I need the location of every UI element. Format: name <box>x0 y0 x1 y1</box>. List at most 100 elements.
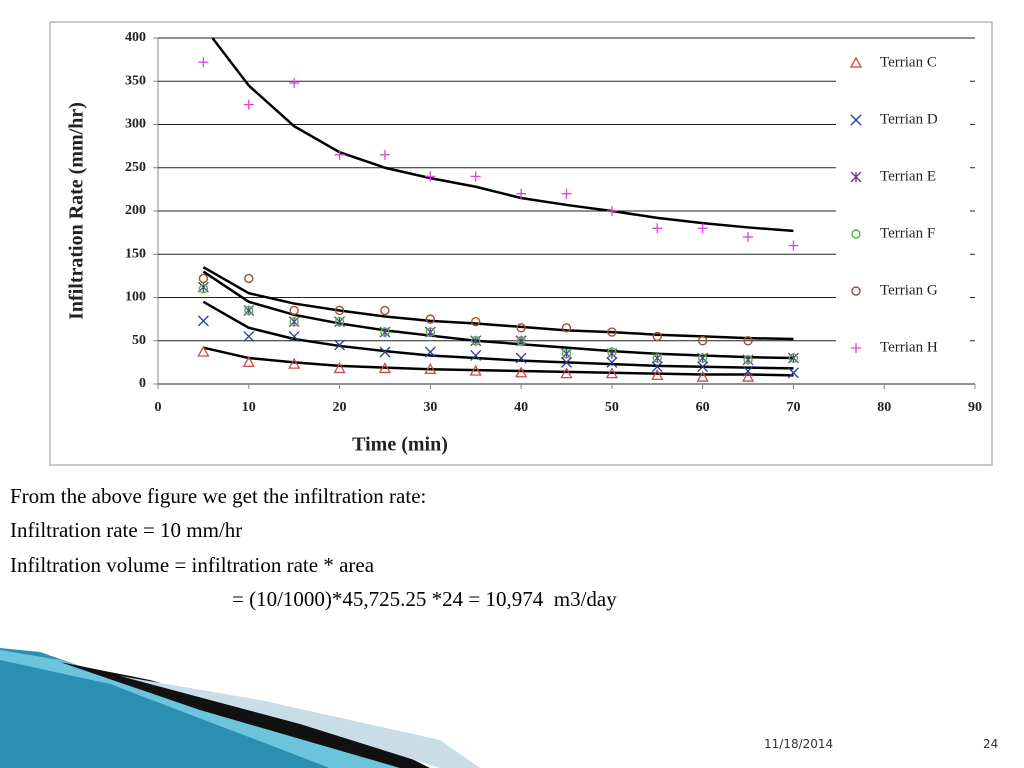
marker <box>849 56 863 68</box>
marker <box>288 357 301 369</box>
marker <box>561 188 572 199</box>
marker-shape <box>289 305 299 316</box>
marker <box>289 317 299 327</box>
body-line: Infiltration volume = infiltration rate … <box>10 553 375 577</box>
marker <box>607 347 617 357</box>
marker <box>334 317 345 327</box>
marker <box>741 370 755 382</box>
y-tick-label: 400 <box>125 30 146 45</box>
y-tick-label: 300 <box>125 117 146 132</box>
body-line: Infiltration rate = 10 mm/hr <box>10 518 243 542</box>
marker <box>697 353 708 363</box>
marker-stroke <box>606 356 618 368</box>
marker <box>652 223 663 234</box>
marker <box>242 356 255 368</box>
marker <box>652 331 662 342</box>
marker <box>470 171 481 182</box>
marker <box>606 356 618 368</box>
fit-curve <box>211 37 794 233</box>
marker <box>851 343 861 353</box>
x-tick-label: 90 <box>968 400 982 415</box>
marker-shape <box>425 314 436 324</box>
marker <box>742 365 754 377</box>
x-tick-label: 80 <box>877 400 891 415</box>
x-tick-label: 0 <box>155 400 162 415</box>
marker <box>515 352 527 364</box>
legend-label: Terrian H <box>880 339 938 355</box>
marker <box>605 367 618 379</box>
marker <box>424 346 436 358</box>
marker <box>334 305 345 316</box>
legend-label: Terrian G <box>880 282 938 298</box>
marker-shape <box>380 305 390 316</box>
marker-shape <box>697 336 708 346</box>
marker-stroke <box>787 367 799 379</box>
marker-shape <box>560 367 573 379</box>
marker <box>651 369 664 381</box>
marker <box>651 361 663 373</box>
marker <box>198 284 209 294</box>
fit-curve <box>203 346 794 377</box>
marker <box>850 171 862 183</box>
marker <box>516 336 526 346</box>
marker-stroke <box>850 114 862 126</box>
marker <box>697 361 709 373</box>
marker-shape <box>697 353 708 363</box>
marker <box>561 323 572 333</box>
marker <box>561 356 572 368</box>
legend-label: Terrian F <box>880 225 935 241</box>
marker <box>334 149 345 160</box>
marker <box>696 370 709 382</box>
marker-stroke <box>515 352 527 364</box>
marker-stroke <box>697 361 709 373</box>
marker-shape <box>788 353 799 363</box>
marker <box>379 149 390 160</box>
figure-frame <box>49 21 993 466</box>
marker-stroke <box>243 330 255 342</box>
legend-box <box>836 44 970 366</box>
marker <box>697 336 708 346</box>
x-tick-label: 40 <box>514 400 528 415</box>
marker-shape <box>288 357 301 369</box>
marker <box>560 367 573 379</box>
fit-curve <box>202 300 794 370</box>
marker <box>788 353 799 363</box>
marker-shape <box>561 323 572 333</box>
decor-swoosh-pale <box>120 676 480 768</box>
y-tick-label: 50 <box>132 333 146 348</box>
marker-shape <box>334 305 345 316</box>
marker-stroke <box>561 356 572 368</box>
marker <box>606 206 617 216</box>
marker <box>243 330 255 342</box>
marker-shape <box>334 317 345 327</box>
marker-shape <box>851 286 861 296</box>
marker <box>333 362 346 374</box>
marker-shape <box>471 336 481 346</box>
marker <box>425 171 436 182</box>
marker-shape <box>197 345 210 357</box>
marker <box>244 273 254 284</box>
decor-swoosh-dark <box>60 662 430 768</box>
y-tick-label: 100 <box>125 290 146 305</box>
marker <box>289 77 300 88</box>
marker <box>743 336 753 346</box>
x-axis-title: Time (min) <box>352 434 448 456</box>
marker-shape <box>424 362 437 374</box>
marker <box>516 188 527 199</box>
legend-label: Terrian C <box>880 54 937 70</box>
legend-label: Terrian D <box>880 111 938 127</box>
marker-shape <box>380 327 390 337</box>
marker <box>851 229 861 239</box>
y-tick-label: 200 <box>125 203 146 218</box>
marker-shape <box>198 273 209 284</box>
marker <box>378 362 392 374</box>
marker-shape <box>851 229 861 239</box>
x-tick-label: 30 <box>423 400 437 415</box>
marker-stroke <box>470 349 482 361</box>
marker <box>787 367 799 379</box>
x-tick-label: 20 <box>333 400 347 415</box>
marker <box>471 317 481 327</box>
marker-shape <box>425 327 436 337</box>
marker <box>425 327 436 337</box>
